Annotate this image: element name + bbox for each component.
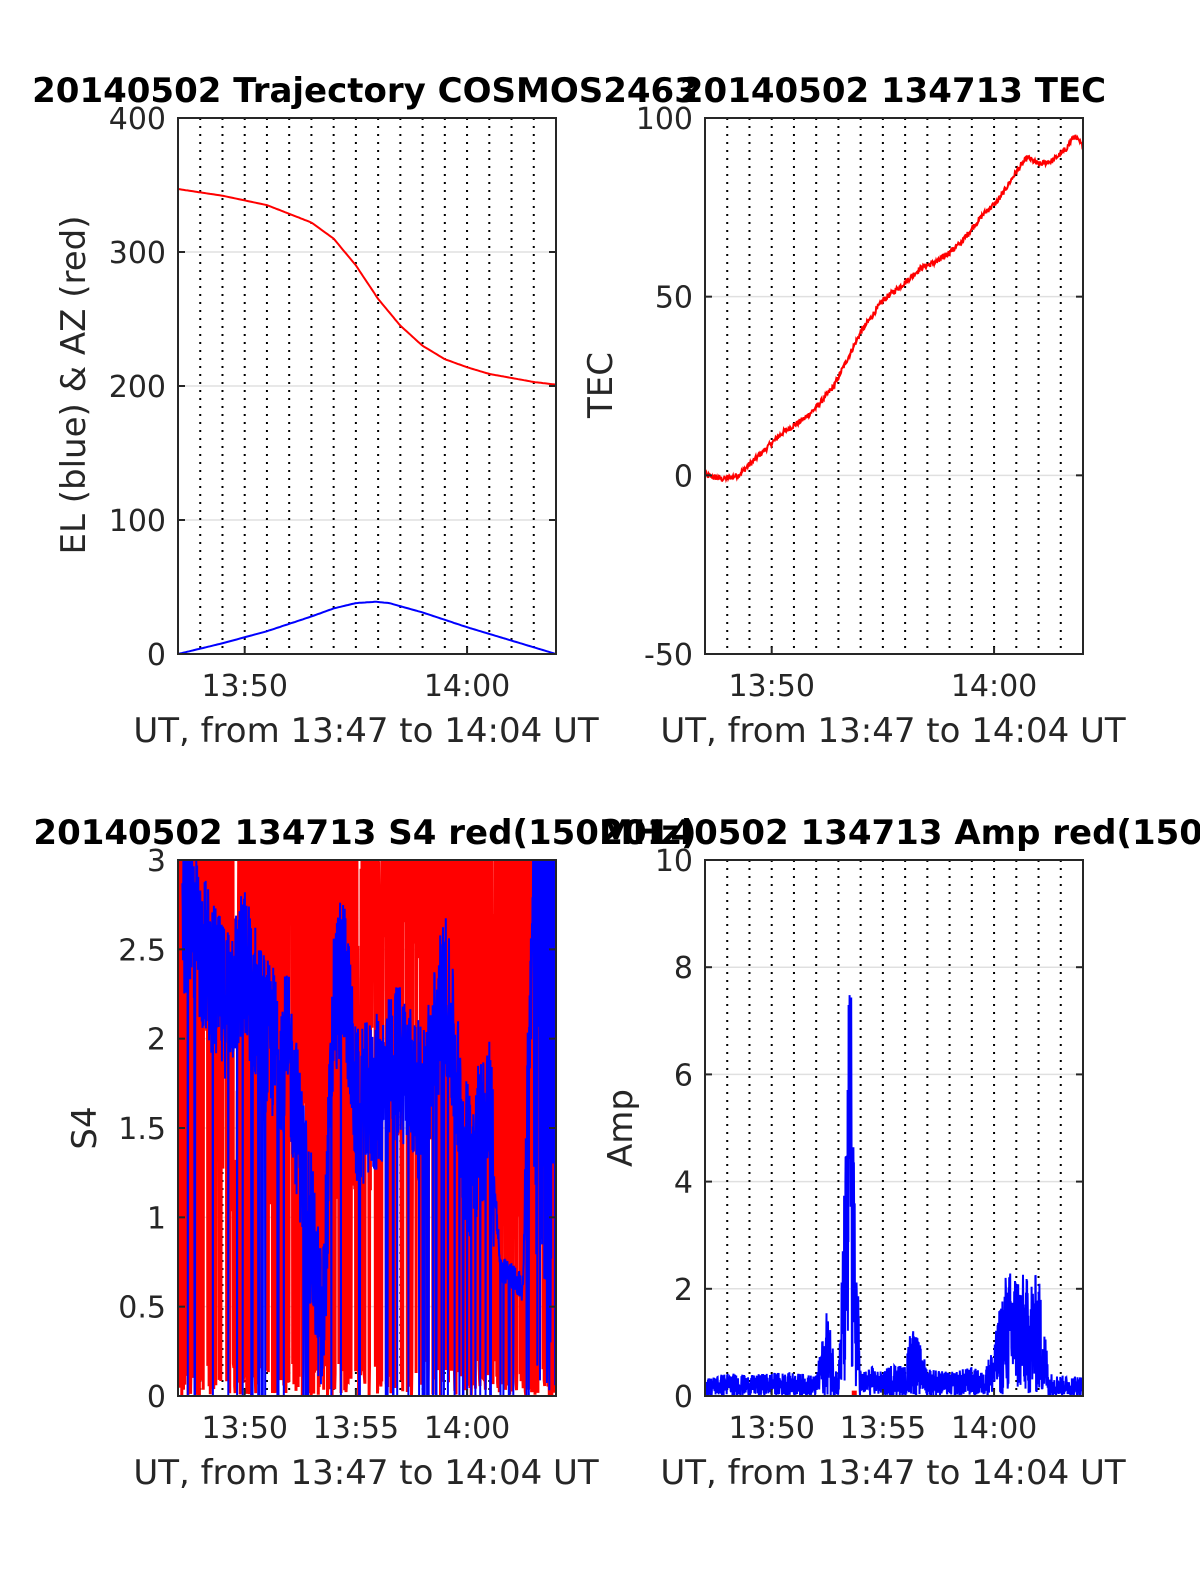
x-tick-label: 14:00 — [424, 669, 510, 704]
x-tick-label: 13:55 — [840, 1411, 926, 1446]
y-tick-label: 300 — [109, 236, 166, 271]
y-tick-label: 6 — [674, 1058, 693, 1093]
y-tick-label: 0 — [147, 1380, 166, 1415]
series-group — [178, 188, 556, 654]
tec-xlabel: UT, from 13:47 to 14:04 UT — [660, 711, 1126, 751]
y-tick-label: 400 — [109, 102, 166, 137]
red-series-line — [178, 188, 556, 386]
y-tick-label: 100 — [636, 102, 693, 137]
blue-s4-line — [181, 860, 556, 1396]
y-tick-label: 0.5 — [118, 1291, 166, 1326]
amp-title: 20140502 134713 Amp red(150MHz) — [599, 813, 1200, 853]
s4-xlabel: UT, from 13:47 to 14:04 UT — [133, 1453, 599, 1493]
red-amp-mark — [851, 1390, 857, 1396]
y-tick-label: 4 — [674, 1166, 693, 1201]
y-tick-label: 2 — [674, 1273, 693, 1308]
y-tick-label: 1.5 — [118, 1112, 166, 1147]
y-tick-label: 0 — [147, 638, 166, 673]
s4-marks: 0 0.5 1 1.5 2 2.5 3 13:50 13:55 14:00 — [118, 844, 557, 1446]
y-tick-label: 100 — [109, 504, 166, 539]
plot-area — [705, 118, 1083, 654]
tec-title: 20140502 134713 TEC — [680, 71, 1106, 111]
series-group — [178, 860, 556, 1396]
amp-xlabel: UT, from 13:47 to 14:04 UT — [660, 1453, 1126, 1493]
x-tick-label: 13:50 — [728, 669, 814, 704]
tec-marks: -50 0 50 100 13:50 14:00 — [636, 102, 1084, 704]
s4-title: 20140502 134713 S4 red(150MHz) — [33, 813, 696, 853]
s4-panel: 0 0.5 1 1.5 2 2.5 3 13:50 13:55 14:00 20140502 13… — [33, 813, 696, 1493]
trajectory-marks: 0 100 200 300 400 13:50 14:00 — [109, 102, 557, 704]
y-tick-label: 8 — [674, 951, 693, 986]
series-group — [705, 995, 1083, 1396]
y-tick-label: 0 — [674, 1380, 693, 1415]
axes-frame — [704, 117, 1084, 655]
x-tick-label: 13:55 — [313, 1411, 399, 1446]
tec-ylabel: TEC — [581, 352, 621, 419]
blue-series-line — [178, 600, 556, 654]
amp-ylabel: Amp — [601, 1089, 641, 1167]
series-group — [705, 134, 1083, 484]
y-tick-label: 10 — [655, 844, 693, 879]
y-tick-label: 2 — [147, 1023, 166, 1058]
x-tick-label: 13:50 — [201, 1411, 287, 1446]
x-tick-label: 14:00 — [424, 1411, 510, 1446]
x-tick-label: 14:00 — [951, 1411, 1037, 1446]
y-tick-label: 3 — [147, 844, 166, 879]
x-tick-label: 14:00 — [951, 669, 1037, 704]
y-tick-label: -50 — [644, 638, 693, 673]
trajectory-ylabel: EL (blue) & AZ (red) — [54, 215, 94, 554]
amp-marks: 0 2 4 6 8 10 13:50 13:55 14:00 — [655, 844, 1084, 1446]
y-tick-label: 50 — [655, 281, 693, 316]
amp-panel: 0 2 4 6 8 10 13:50 13:55 14:00 20140502 134713 A… — [599, 813, 1200, 1493]
s4-ylabel: S4 — [65, 1106, 105, 1149]
x-tick-label: 13:50 — [201, 669, 287, 704]
y-tick-label: 200 — [109, 370, 166, 405]
y-tick-label: 2.5 — [118, 933, 166, 968]
x-tick-label: 13:50 — [728, 1411, 814, 1446]
trajectory-title: 20140502 Trajectory COSMOS2463 — [32, 71, 698, 111]
blue-amp-line — [705, 995, 1083, 1396]
red-series-line — [705, 134, 1083, 484]
y-tick-label: 0 — [674, 459, 693, 494]
y-tick-label: 1 — [147, 1201, 166, 1236]
trajectory-panel: 0 100 200 300 400 13:50 14:00 20140502 Traject… — [32, 71, 698, 751]
trajectory-xlabel: UT, from 13:47 to 14:04 UT — [133, 711, 599, 751]
axes-frame — [704, 859, 1084, 1397]
